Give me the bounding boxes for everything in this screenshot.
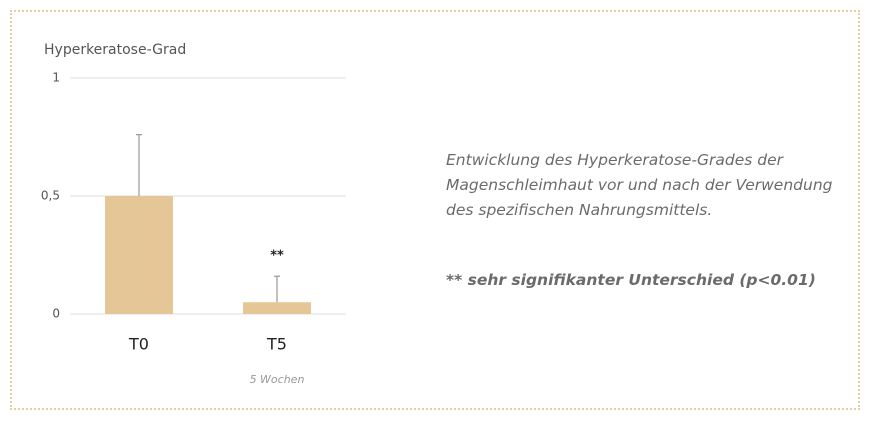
note: ** sehr signifikanter Unterschied (p<0.0… bbox=[446, 271, 816, 289]
y-tick-label: 1 bbox=[52, 71, 60, 85]
significance-label: ** bbox=[270, 249, 284, 264]
error-bar bbox=[274, 275, 280, 303]
caption: Entwicklung des Hyperkeratose-Grades der… bbox=[446, 151, 833, 219]
y-axis-label: Hyperkeratose-Grad bbox=[44, 42, 186, 58]
category-note: 5 Wochen bbox=[250, 373, 305, 386]
error-bar bbox=[136, 134, 142, 196]
bar bbox=[243, 302, 311, 314]
frame bbox=[10, 10, 860, 410]
bar bbox=[105, 196, 173, 314]
x-tick-label: T0 bbox=[128, 335, 149, 354]
x-tick-label: T5 bbox=[266, 335, 287, 354]
y-tick-label: 0,5 bbox=[41, 189, 60, 203]
y-tick-label: 0 bbox=[52, 307, 60, 321]
